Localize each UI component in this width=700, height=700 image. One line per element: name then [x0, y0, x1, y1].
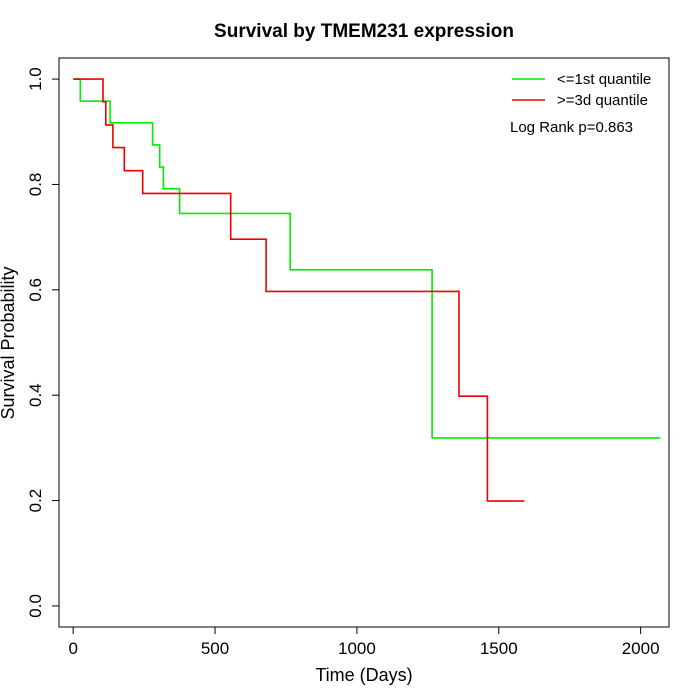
legend: <=1st quantile >=3d quantile [512, 71, 651, 109]
x-tick-label: 1500 [480, 639, 518, 658]
log-rank-annotation: Log Rank p=0.863 [510, 119, 633, 136]
y-tick-label: 0.4 [26, 383, 45, 407]
x-axis-label: Time (Days) [315, 665, 412, 685]
x-tick-label: 2000 [622, 639, 660, 658]
x-tick-label: 1000 [338, 639, 376, 658]
y-tick-label: 0.2 [26, 489, 45, 513]
series-line-2 [73, 78, 525, 502]
y-axis: 0.0 0.2 0.4 0.6 0.8 1.0 [26, 67, 60, 618]
x-tick-label: 500 [201, 639, 229, 658]
y-tick-label: 0.8 [26, 173, 45, 197]
legend-label-2: >=3d quantile [557, 92, 648, 109]
x-tick-label: 0 [68, 639, 77, 658]
x-axis: 0 500 1000 1500 2000 [68, 626, 660, 658]
y-axis-label: Survival Probability [0, 266, 18, 419]
y-tick-label: 0.0 [26, 594, 45, 618]
y-tick-label: 0.6 [26, 278, 45, 302]
chart-title: Survival by TMEM231 expression [214, 21, 514, 42]
y-tick-label: 1.0 [26, 67, 45, 91]
plot-frame [58, 57, 670, 628]
legend-label-1: <=1st quantile [557, 71, 651, 88]
series-layer [73, 78, 661, 502]
